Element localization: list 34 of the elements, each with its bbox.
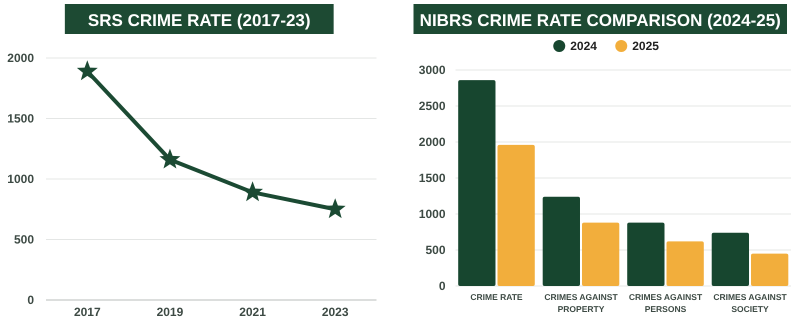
- chart-title: SRS CRIME RATE (2017-23): [88, 11, 311, 30]
- bar: [666, 241, 704, 286]
- x-tick-label: CRIME RATE: [470, 292, 523, 302]
- x-tick-label: 2023: [322, 305, 349, 318]
- y-tick-label: 500: [14, 232, 34, 246]
- y-tick-label: 0: [438, 279, 446, 293]
- bar: [497, 144, 535, 286]
- x-tick-label: CRIMES AGAINST SOCIETY: [713, 292, 788, 314]
- bar: [627, 222, 665, 286]
- bar: [542, 196, 580, 286]
- y-tick-label: 1000: [418, 207, 446, 221]
- x-tick-label: 2019: [156, 305, 184, 318]
- bar: [582, 222, 620, 286]
- y-tick-label: 1500: [418, 171, 446, 185]
- y-tick-label: 2000: [7, 51, 34, 65]
- y-tick-label: 0: [27, 293, 34, 307]
- x-tick-label: CRIMES AGAINST PROPERTY: [544, 292, 618, 314]
- x-tick-label: 2021: [239, 305, 266, 318]
- y-tick-label: 2500: [418, 99, 446, 113]
- point: [159, 148, 180, 169]
- bar: [751, 254, 788, 286]
- legend-label: 2024: [570, 39, 598, 53]
- y-tick-label: 3000: [418, 63, 446, 77]
- point: [76, 60, 98, 80]
- y-tick-label: 2000: [418, 135, 446, 149]
- legend-label: 2025: [632, 39, 660, 53]
- bar: [712, 232, 750, 286]
- x-tick-label: 2017: [74, 305, 101, 318]
- y-tick-label: 1000: [7, 172, 34, 186]
- bar: [458, 80, 496, 286]
- y-tick-label: 1500: [7, 112, 34, 126]
- chart-title: NIBRS CRIME RATE COMPARISON (2024-25): [420, 11, 781, 30]
- x-tick-label: CRIMES AGAINST PERSONS: [628, 292, 703, 314]
- y-tick-label: 500: [425, 243, 446, 257]
